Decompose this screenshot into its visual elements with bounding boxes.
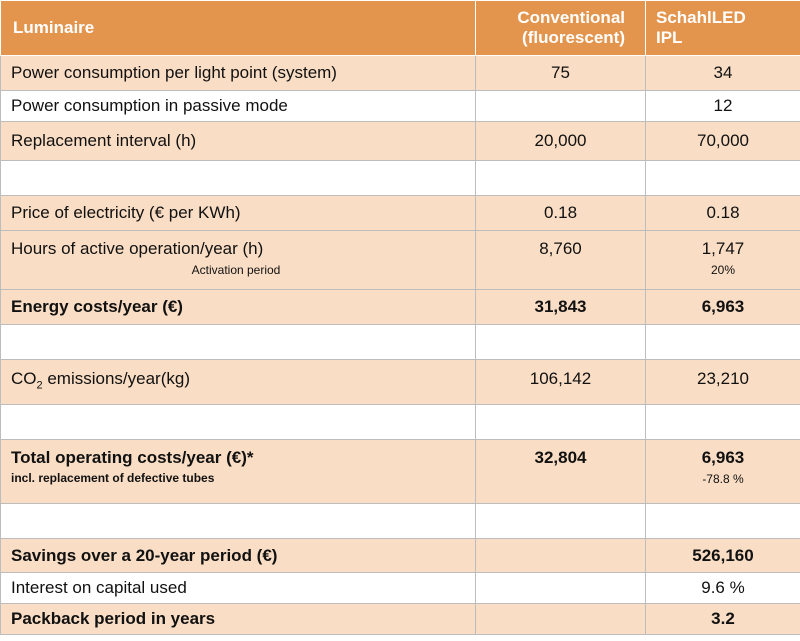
led-value: 9.6 % xyxy=(645,572,800,605)
table-row: Savings over a 20-year period (€) 526,16… xyxy=(0,538,800,574)
table-header: Luminaire Conventional (fluorescent) Sch… xyxy=(0,0,800,56)
spacer-row xyxy=(0,160,800,196)
savings-percent: -78.8 % xyxy=(702,472,744,487)
conventional-value: 32,804 xyxy=(475,439,646,505)
header-conventional-line1: Conventional xyxy=(517,8,625,27)
conventional-value: 8,760 xyxy=(475,230,646,290)
header-schahlled-line1: SchahlLED xyxy=(656,8,746,27)
row-label: Power consumption per light point (syste… xyxy=(0,55,476,91)
table-row: Replacement interval (h) 20,000 70,000 xyxy=(0,121,800,161)
spacer-row xyxy=(0,503,800,540)
conventional-value xyxy=(475,572,646,605)
led-value: 3.2 xyxy=(645,603,800,636)
header-conventional: Conventional (fluorescent) xyxy=(475,0,646,56)
replacement-note: incl. replacement of defective tubes xyxy=(11,471,215,486)
row-label-cell: Total operating costs/year (€)* incl. re… xyxy=(0,439,476,505)
conventional-value xyxy=(475,603,646,636)
co2-subscript: 2 xyxy=(36,379,43,392)
led-value-cell: 1,747 20% xyxy=(645,230,800,290)
led-value-cell: 6,963 -78.8 % xyxy=(645,439,800,505)
conventional-value: 31,843 xyxy=(475,289,646,325)
led-value: 23,210 xyxy=(645,358,800,406)
led-value: 34 xyxy=(645,55,800,91)
table-row: Power consumption in passive mode 12 xyxy=(0,90,800,122)
table-body: Power consumption per light point (syste… xyxy=(0,55,800,636)
activation-period-label: Activation period xyxy=(191,263,281,277)
led-value: 70,000 xyxy=(645,121,800,161)
table-row: Packback period in years 3.2 xyxy=(0,603,800,636)
table-row: Total operating costs/year (€)* incl. re… xyxy=(0,439,800,505)
row-label-cell: Hours of active operation/year (h) Activ… xyxy=(0,230,476,290)
row-label: Price of electricity (€ per KWh) xyxy=(0,195,476,231)
led-value: 6,963 xyxy=(645,289,800,325)
co2-prefix: CO xyxy=(11,369,37,388)
conventional-value: 20,000 xyxy=(475,121,646,161)
row-label-cell: CO2 emissions/year(kg) xyxy=(0,358,476,406)
spacer-row xyxy=(0,404,800,441)
conventional-value: 0.18 xyxy=(475,195,646,231)
conventional-value xyxy=(475,90,646,122)
table-row: Interest on capital used 9.6 % xyxy=(0,572,800,605)
table-row: Hours of active operation/year (h) Activ… xyxy=(0,230,800,290)
co2-suffix: emissions/year(kg) xyxy=(42,369,190,388)
header-conventional-line2: (fluorescent) xyxy=(522,28,625,47)
spacer-row xyxy=(0,324,800,360)
led-value: 526,160 xyxy=(645,538,800,574)
row-label: Packback period in years xyxy=(0,603,476,636)
row-label: Hours of active operation/year (h) xyxy=(11,239,264,258)
header-luminaire: Luminaire xyxy=(0,0,476,56)
row-label: Total operating costs/year (€)* xyxy=(11,448,254,468)
header-schahlled-line2: IPL xyxy=(656,28,683,47)
row-label: Replacement interval (h) xyxy=(0,121,476,161)
conventional-value: 106,142 xyxy=(475,358,646,406)
row-label: Power consumption in passive mode xyxy=(0,90,476,122)
led-value: 12 xyxy=(645,90,800,122)
row-label: Interest on capital used xyxy=(0,572,476,605)
led-value: 1,747 xyxy=(701,239,745,258)
table-row: Energy costs/year (€) 31,843 6,963 xyxy=(0,289,800,325)
conventional-value: 75 xyxy=(475,55,646,91)
conventional-value xyxy=(475,538,646,574)
header-schahlled: SchahlLED IPL xyxy=(645,0,800,56)
table-row: CO2 emissions/year(kg) 106,142 23,210 xyxy=(0,358,800,406)
led-value: 0.18 xyxy=(645,195,800,231)
header-row: Luminaire Conventional (fluorescent) Sch… xyxy=(0,0,800,56)
led-value: 6,963 xyxy=(701,448,745,468)
row-label: Energy costs/year (€) xyxy=(0,289,476,325)
activation-percent: 20% xyxy=(710,263,736,277)
table-row: Power consumption per light point (syste… xyxy=(0,55,800,91)
table-row: Price of electricity (€ per KWh) 0.18 0.… xyxy=(0,195,800,231)
row-label: Savings over a 20-year period (€) xyxy=(0,538,476,574)
